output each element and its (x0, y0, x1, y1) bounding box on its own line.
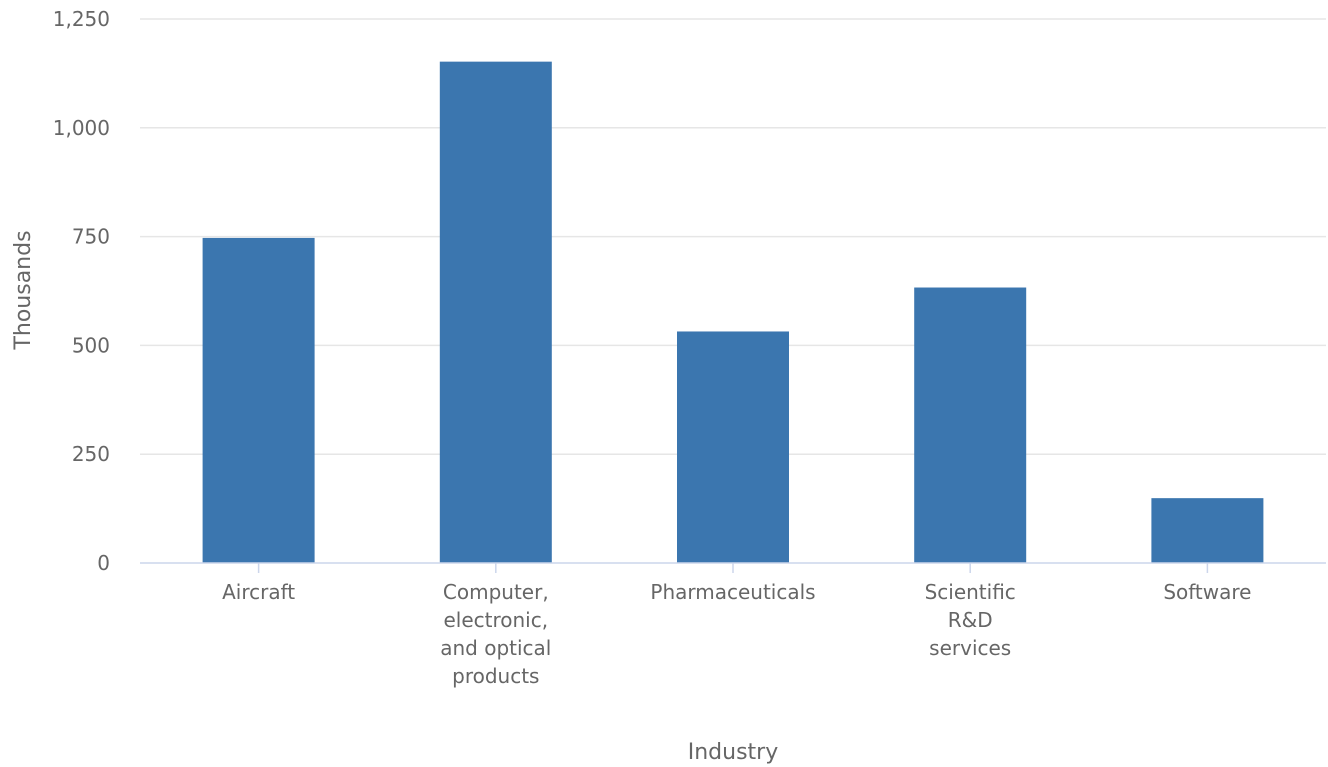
x-tick-label: Software (1163, 580, 1251, 604)
x-tick-label-line: products (452, 664, 539, 688)
y-axis-ticks: 0 250 500 750 1,000 1,250 (53, 7, 110, 575)
x-axis-ticks: Aircraft Computer, electronic, and optical p… (222, 563, 1251, 688)
y-tick-label: 1,250 (53, 7, 110, 31)
y-tick-label: 1,000 (53, 116, 110, 140)
bar (914, 287, 1027, 563)
x-tick-label-line: electronic, (443, 608, 548, 632)
x-tick-label-line: and optical (440, 636, 551, 660)
x-tick-label: Aircraft (222, 580, 295, 604)
x-tick-label-line: services (929, 636, 1011, 660)
y-tick-label: 250 (72, 442, 110, 466)
x-tick-label: Pharmaceuticals (650, 580, 815, 604)
bar (677, 331, 789, 563)
x-tick-label-line: Pharmaceuticals (650, 580, 815, 604)
x-tick-label-line: Aircraft (222, 580, 295, 604)
x-tick-label-line: Computer, (443, 580, 549, 604)
bar (202, 237, 315, 564)
y-tick-label: 500 (72, 333, 110, 357)
y-tick-label: 750 (72, 225, 110, 249)
x-tick-label-line: Scientific (925, 580, 1016, 604)
x-tick-label: Scientific R&D services (925, 580, 1016, 660)
x-tick-label: Computer, electronic, and optical products (440, 580, 551, 688)
y-axis-title: Thousands (11, 230, 36, 350)
bar (1151, 498, 1264, 563)
y-tick-label: 0 (97, 551, 110, 575)
x-axis-title: Industry (688, 740, 779, 765)
x-tick-label-line: Software (1163, 580, 1251, 604)
bars (202, 61, 1264, 564)
bar (439, 61, 552, 564)
gridlines (140, 18, 1326, 455)
x-tick-label-line: R&D (948, 608, 993, 632)
